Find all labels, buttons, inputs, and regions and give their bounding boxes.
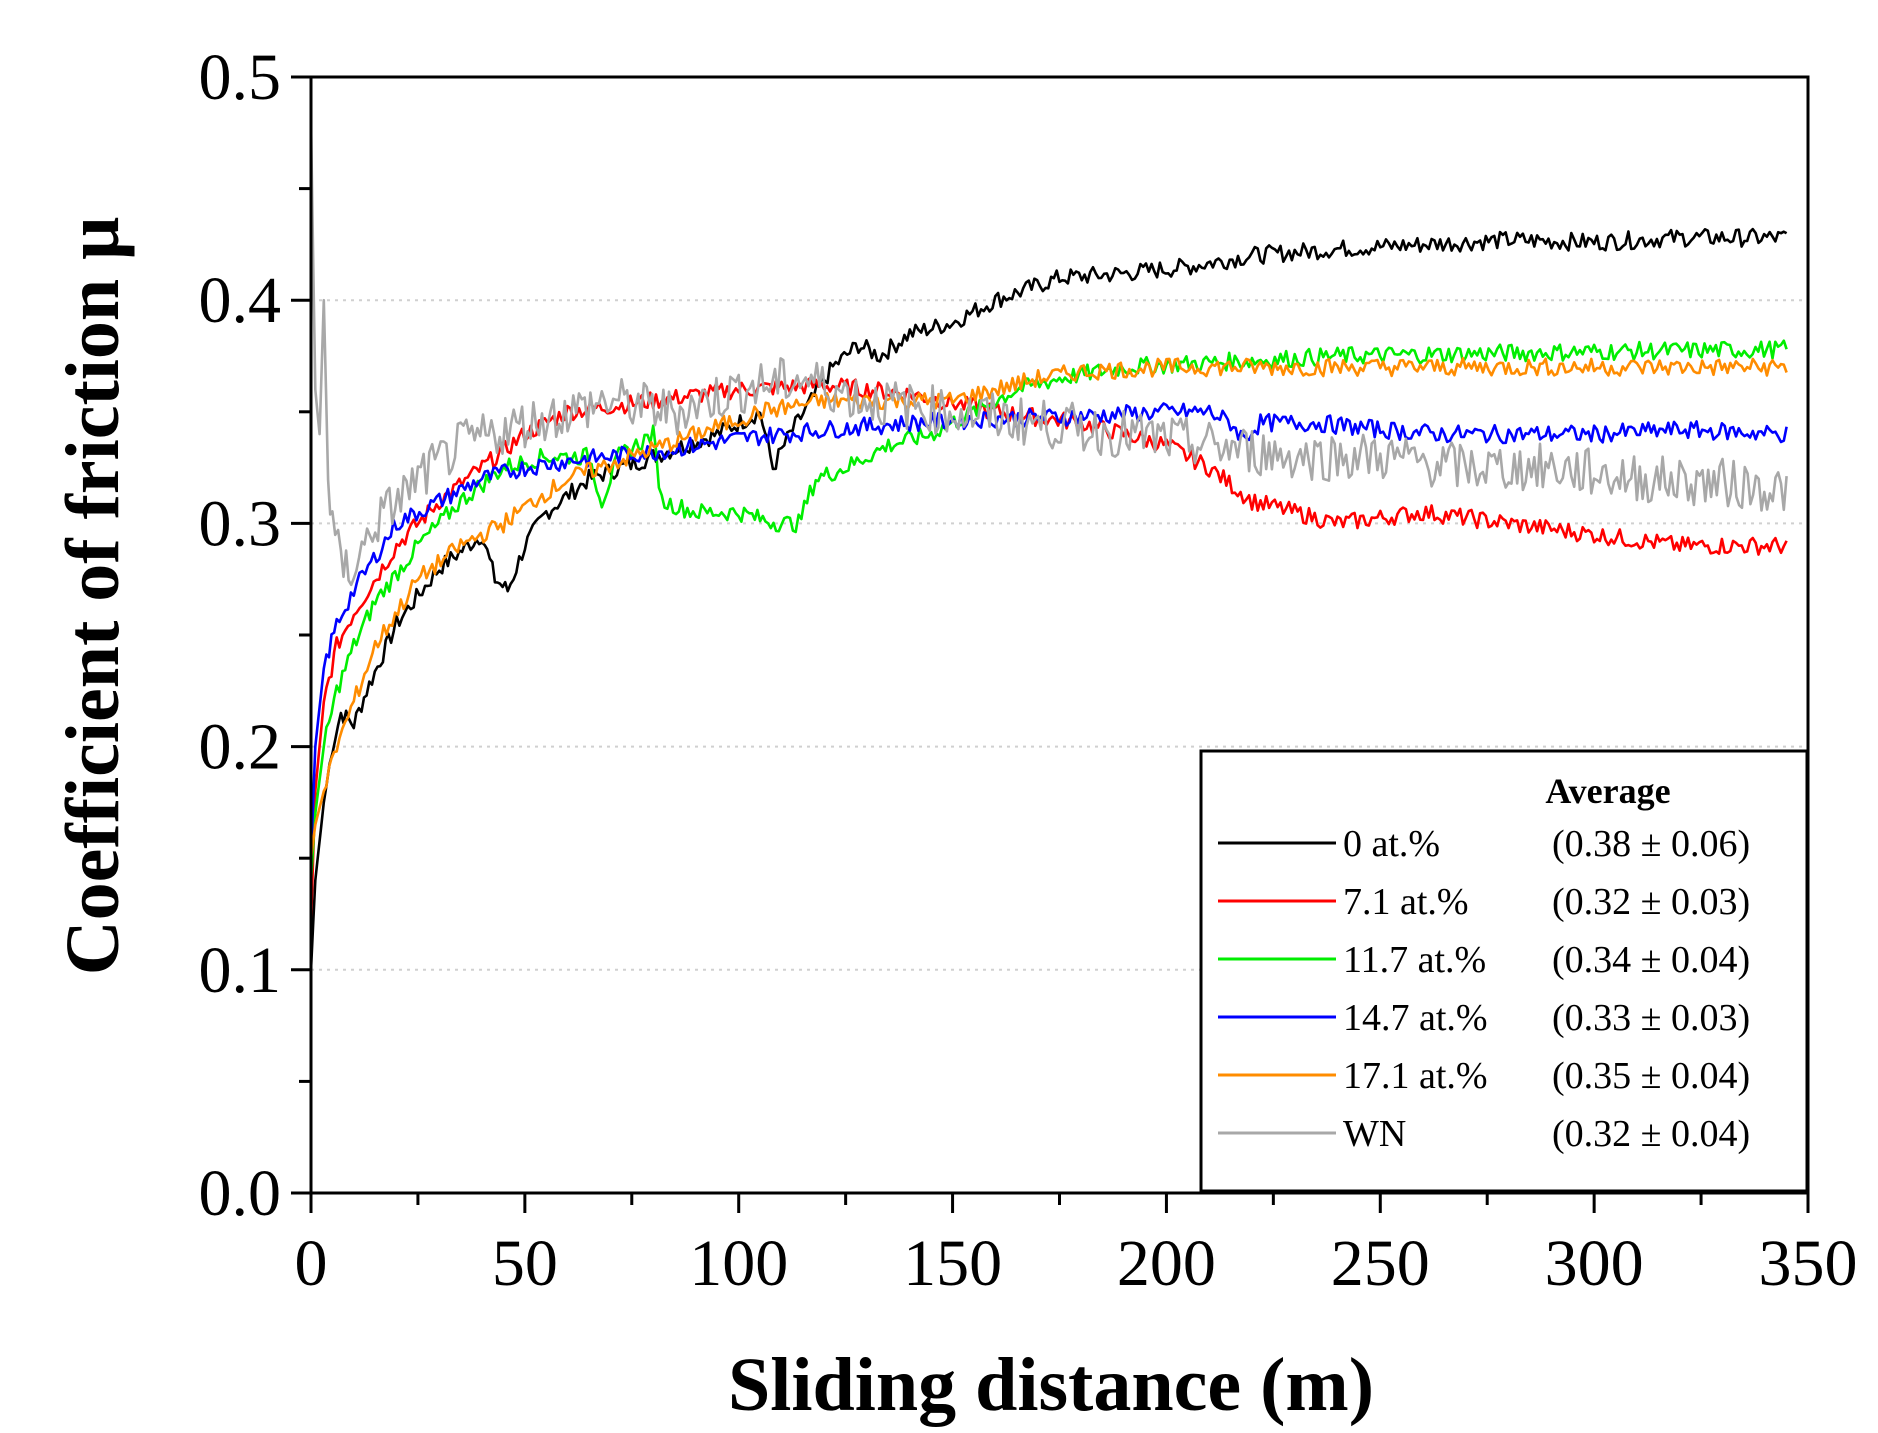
legend-title: Average (1545, 771, 1670, 811)
y-tick-label-3: 0.3 (199, 487, 282, 560)
axes (291, 75, 1810, 1213)
y-tick-label-0: 0.0 (199, 1157, 282, 1230)
legend-label-1: 7.1 at.% (1343, 881, 1469, 923)
series-line-5 (309, 121, 1788, 587)
legend-label-3: 14.7 at.% (1343, 997, 1488, 1039)
legend-average-5: (0.32 ± 0.04) (1552, 1113, 1750, 1155)
grid-lines (311, 299, 1808, 971)
y-tick-label-1: 0.1 (199, 934, 282, 1007)
x-tick-label-1: 50 (492, 1227, 558, 1300)
legend-label-2: 11.7 at.% (1343, 939, 1486, 981)
legend-label-4: 17.1 at.% (1343, 1055, 1488, 1097)
x-axis-label: Sliding distance (m) (728, 1343, 1374, 1427)
tick-labels: 0 50 100 150 200 250 300 350 0.0 0.1 0.2 0.3 0.4 0.5 (199, 41, 1858, 1300)
legend-average-4: (0.35 ± 0.04) (1552, 1055, 1750, 1097)
y-tick-label-2: 0.2 (199, 711, 282, 784)
legend-label-5: WN (1343, 1113, 1406, 1155)
y-axis-label: Coefficient of friction μ (51, 217, 135, 975)
series-line-4 (309, 356, 1788, 859)
y-tick-label-4: 0.4 (199, 264, 282, 337)
legend-label-0: 0 at.% (1343, 823, 1440, 865)
legend-average-0: (0.38 ± 0.06) (1552, 823, 1750, 865)
x-tick-label-3: 150 (903, 1227, 1002, 1300)
x-tick-label-2: 100 (689, 1227, 788, 1300)
series-line-3 (309, 402, 1788, 859)
legend-average-2: (0.34 ± 0.04) (1552, 939, 1750, 981)
legend-average-3: (0.33 ± 0.03) (1552, 997, 1750, 1039)
y-tick-label-5: 0.5 (199, 41, 282, 114)
series-line-2 (309, 339, 1788, 881)
x-tick-label-7: 350 (1759, 1227, 1858, 1300)
x-tick-label-4: 200 (1117, 1227, 1216, 1300)
x-tick-label-0: 0 (295, 1227, 328, 1300)
legend-average-1: (0.32 ± 0.03) (1552, 881, 1750, 923)
series-line-0 (309, 227, 1788, 970)
legend: Average 0 at.% (0.38 ± 0.06) 7.1 at.% (0.32… (1199, 749, 1809, 1193)
x-tick-label-6: 300 (1545, 1227, 1644, 1300)
x-tick-label-5: 250 (1331, 1227, 1430, 1300)
series-lines (309, 121, 1788, 970)
legend-box (1199, 749, 1809, 1193)
